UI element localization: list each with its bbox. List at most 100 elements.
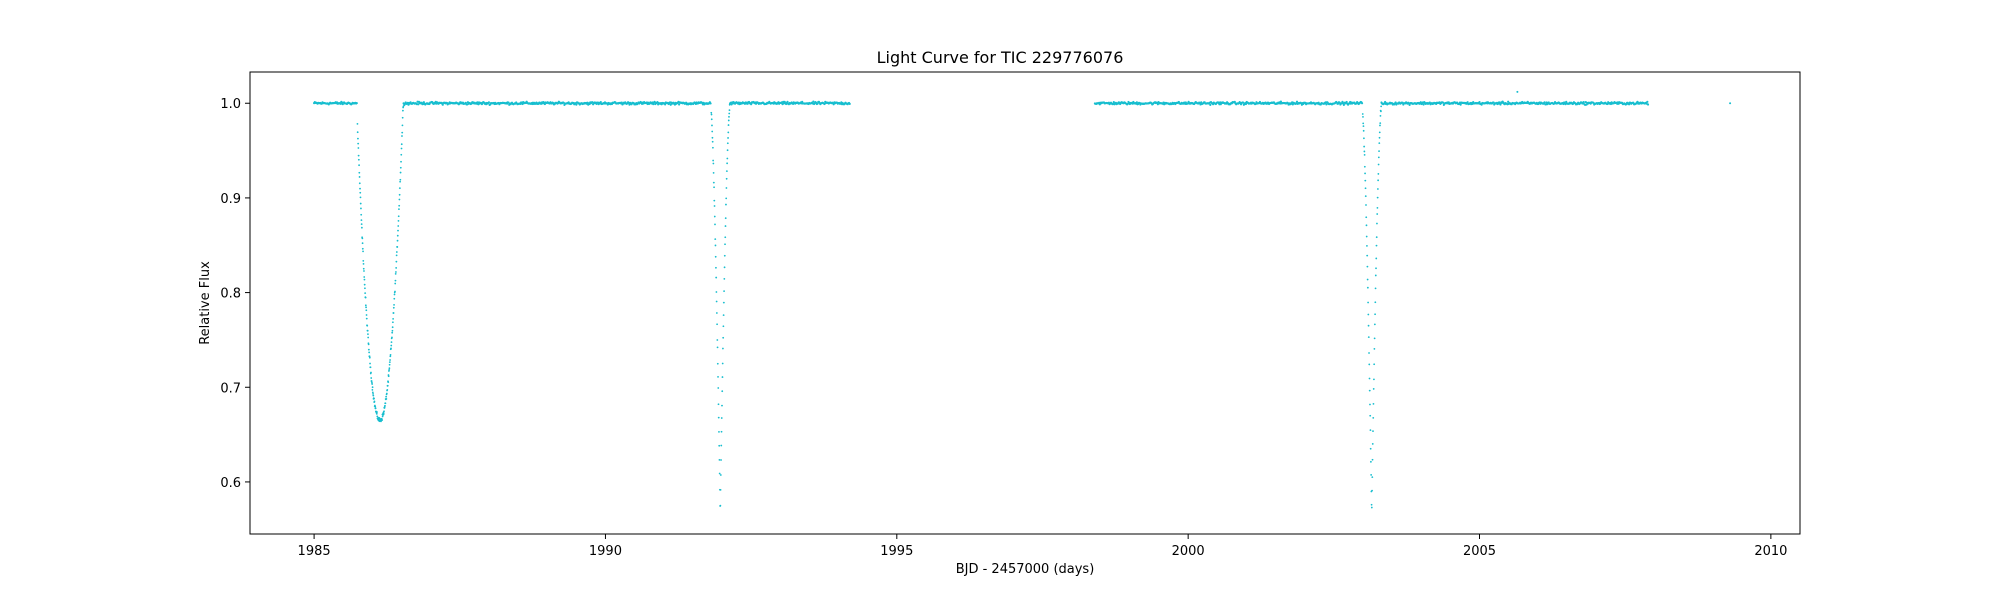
data-point	[1367, 301, 1369, 304]
data-point	[394, 273, 397, 275]
data-point	[1112, 101, 1115, 104]
data-point	[401, 116, 404, 119]
data-point	[715, 291, 718, 293]
data-point	[371, 383, 374, 385]
data-point	[713, 186, 715, 189]
data-point	[388, 361, 391, 364]
data-point	[719, 488, 722, 491]
data-point	[396, 234, 399, 237]
data-point	[724, 236, 727, 239]
data-point	[1371, 476, 1374, 479]
data-point	[1371, 443, 1374, 445]
data-point	[371, 391, 374, 394]
data-point	[1362, 115, 1364, 118]
data-point	[400, 160, 402, 163]
data-point	[1377, 179, 1380, 182]
data-point	[725, 170, 728, 173]
data-point	[386, 384, 389, 387]
data-point	[1646, 103, 1650, 106]
data-point	[369, 366, 372, 369]
data-point	[725, 203, 727, 206]
data-point	[397, 229, 399, 232]
data-point	[359, 196, 362, 199]
data-point	[389, 355, 392, 358]
data-point	[1342, 103, 1345, 106]
data-point	[717, 416, 720, 419]
data-point	[365, 309, 368, 312]
data-point	[1362, 122, 1365, 125]
data-point	[1379, 114, 1382, 117]
data-point	[726, 149, 729, 152]
data-point	[388, 363, 391, 366]
data-point	[1365, 204, 1367, 206]
data-point	[393, 293, 396, 296]
data-point	[1377, 173, 1380, 175]
data-point	[358, 176, 361, 178]
data-point	[720, 417, 723, 419]
data-point	[728, 115, 730, 118]
data-point	[358, 171, 361, 174]
data-point	[369, 362, 371, 365]
data-point	[400, 147, 403, 150]
data-point	[1365, 216, 1368, 219]
data-point	[1729, 102, 1732, 105]
data-point	[716, 346, 719, 349]
data-point	[364, 304, 367, 307]
data-point	[363, 283, 366, 286]
data-point	[722, 347, 724, 350]
y-tick-label: 0.6	[220, 476, 241, 491]
data-point	[384, 402, 387, 405]
data-point	[362, 267, 365, 270]
data-point	[1372, 430, 1374, 433]
data-point	[848, 102, 851, 105]
data-point	[399, 171, 402, 174]
data-point	[368, 351, 371, 354]
data-point	[1209, 103, 1212, 106]
y-axis: 0.6 0.7 0.8 0.9 1.0	[220, 97, 250, 491]
data-point	[714, 255, 717, 258]
data-point	[394, 279, 397, 282]
data-point	[1628, 103, 1631, 106]
data-point	[390, 341, 393, 344]
data-point	[359, 202, 362, 205]
data-point	[716, 362, 719, 365]
data-point	[1366, 244, 1368, 247]
data-point	[716, 323, 718, 326]
x-tick-label: 2000	[1172, 544, 1205, 559]
data-point	[718, 431, 720, 433]
data-point	[1372, 388, 1375, 390]
data-point	[1366, 265, 1369, 268]
data-point	[389, 353, 392, 356]
data-point	[1363, 165, 1366, 168]
data-point	[710, 118, 713, 121]
data-point	[1362, 125, 1365, 128]
data-point	[396, 246, 399, 248]
data-point	[371, 386, 374, 389]
data-point	[1363, 137, 1365, 140]
data-point	[368, 356, 371, 359]
data-point	[389, 359, 391, 361]
data-point	[392, 306, 395, 309]
data-point	[1378, 150, 1380, 153]
data-point	[374, 405, 377, 408]
data-point	[1360, 102, 1364, 105]
data-point	[370, 377, 373, 379]
data-point	[387, 375, 390, 378]
data-point	[725, 187, 728, 189]
data-point	[360, 226, 363, 229]
data-point	[441, 103, 444, 106]
data-point	[722, 325, 725, 328]
data-point	[1279, 100, 1283, 103]
data-point	[727, 131, 730, 134]
data-point	[397, 215, 400, 218]
data-point	[371, 388, 374, 391]
data-point	[399, 178, 402, 181]
data-point	[1366, 278, 1369, 281]
data-point	[1371, 458, 1374, 461]
data-point	[372, 394, 375, 397]
data-point	[721, 376, 724, 378]
data-point	[1366, 254, 1369, 257]
data-point	[1378, 136, 1381, 139]
data-point	[1370, 474, 1373, 476]
data-point	[721, 404, 723, 407]
